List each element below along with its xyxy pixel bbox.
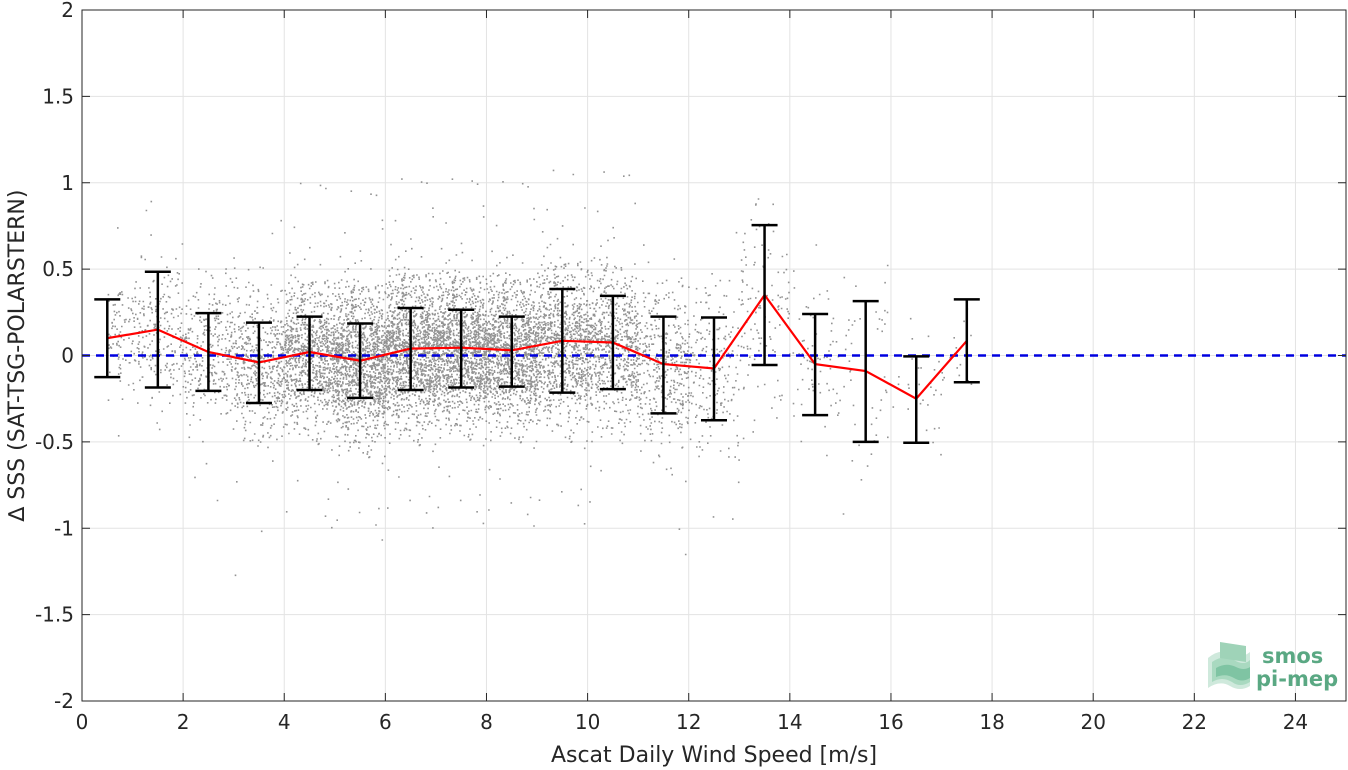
x-tick-label: 18 [979, 710, 1004, 734]
x-tick-label: 12 [676, 710, 701, 734]
scatter-points [107, 169, 973, 577]
error-bar [144, 270, 171, 389]
x-tick-label: 4 [278, 710, 291, 734]
smos-pimep-logo: smos pi-mep [1208, 642, 1338, 691]
mean-polyline [107, 293, 968, 401]
y-tick-label: 2 [61, 0, 74, 22]
y-tick-label: 1 [61, 171, 74, 195]
error-bar [448, 308, 475, 389]
error-bar [852, 299, 879, 444]
error-bar [751, 223, 778, 367]
x-tick-label: 0 [76, 710, 89, 734]
mean-line [107, 293, 968, 401]
error-bar [498, 315, 525, 388]
logo-text-pimep: pi-mep [1256, 667, 1338, 691]
error-bar [245, 321, 272, 405]
error-bar [347, 322, 374, 400]
x-tick-label: 24 [1283, 710, 1308, 734]
error-bar [549, 287, 576, 394]
y-tick-label: 0 [61, 344, 74, 368]
error-bar [195, 311, 222, 393]
error-bar [802, 312, 829, 417]
y-axis-ticks: -2 -1.5 -1 -0.5 0 0.5 1 1.5 2 [35, 0, 1346, 713]
y-tick-label: 1.5 [42, 84, 74, 108]
x-tick-label: 16 [878, 710, 903, 734]
y-tick-label: -0.5 [35, 430, 74, 454]
y-tick-label: -1 [54, 516, 74, 540]
x-tick-label: 14 [777, 710, 802, 734]
error-bar [296, 315, 323, 392]
logo-waves-icon [1208, 642, 1250, 689]
y-tick-label: -2 [54, 689, 74, 713]
x-axis-label: Ascat Daily Wind Speed [m/s] [551, 743, 877, 768]
x-axis-ticks: 0 2 4 6 8 10 12 14 16 18 20 22 24 [76, 10, 1308, 734]
scatter-dots [107, 169, 973, 577]
x-tick-label: 10 [575, 710, 600, 734]
x-tick-label: 2 [177, 710, 190, 734]
y-tick-label: 0.5 [42, 257, 74, 281]
error-bar [397, 306, 424, 392]
error-bar [650, 315, 677, 415]
error-bar [903, 355, 930, 444]
y-tick-label: -1.5 [35, 603, 74, 627]
error-bar [94, 298, 121, 379]
x-tick-label: 6 [379, 710, 392, 734]
y-axis-label: ∆ SSS (SAT-TSG-POLARSTERN) [5, 190, 30, 523]
x-tick-label: 20 [1080, 710, 1105, 734]
error-bar [701, 316, 727, 422]
logo-text-smos: smos [1262, 644, 1323, 668]
x-tick-label: 8 [480, 710, 493, 734]
error-bar [599, 294, 626, 391]
x-tick-label: 22 [1182, 710, 1207, 734]
error-bar [953, 298, 980, 384]
error-bars [94, 223, 980, 444]
